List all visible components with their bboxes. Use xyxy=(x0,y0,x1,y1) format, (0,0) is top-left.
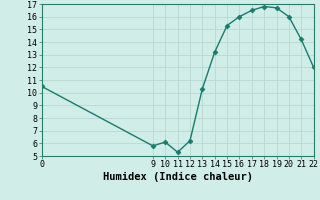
X-axis label: Humidex (Indice chaleur): Humidex (Indice chaleur) xyxy=(103,172,252,182)
